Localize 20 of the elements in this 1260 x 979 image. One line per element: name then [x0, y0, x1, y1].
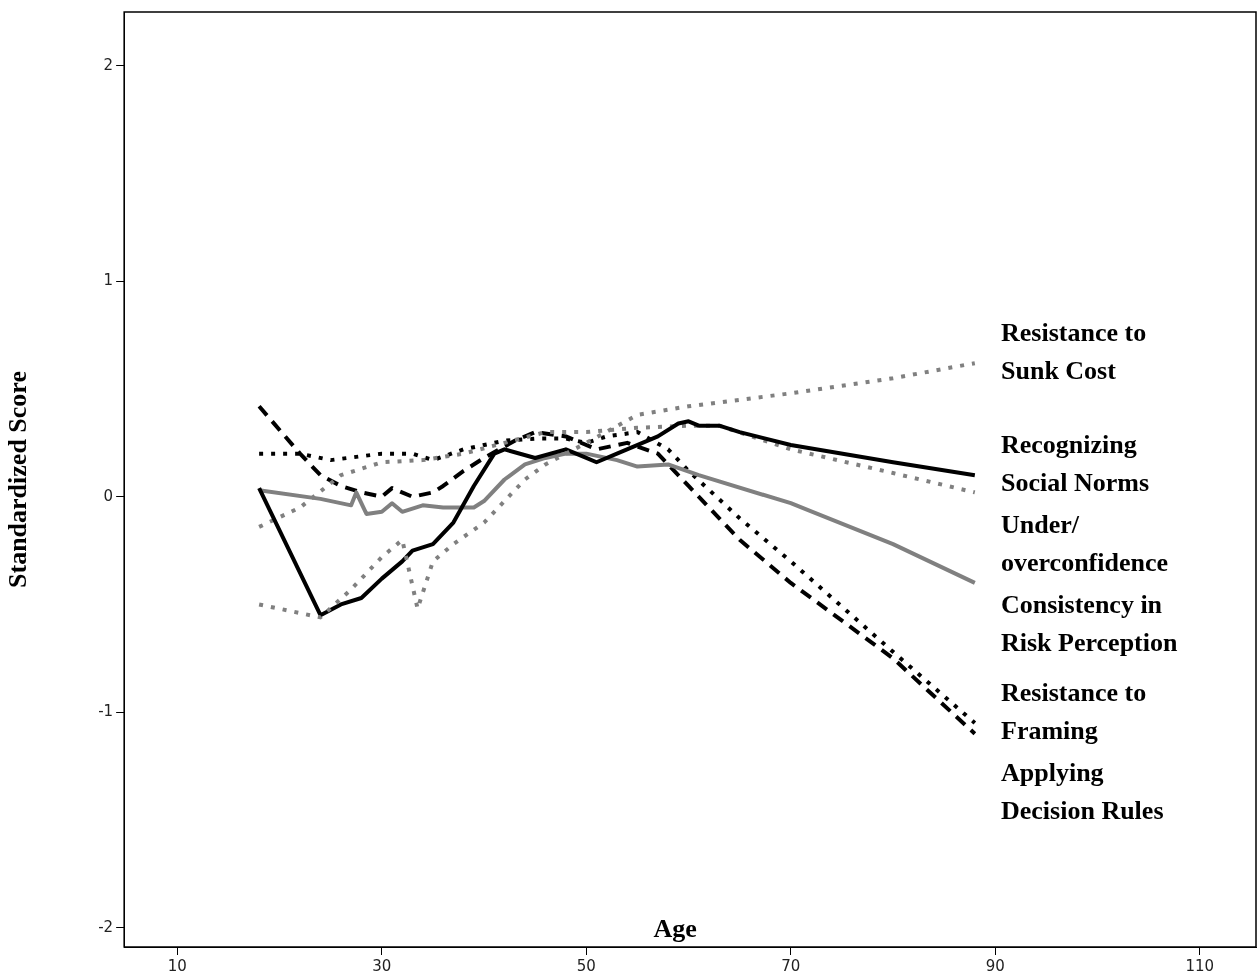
- series-label: Applying Decision Rules: [1001, 757, 1164, 825]
- series-label: Resistance to Framing: [1001, 677, 1147, 745]
- y-tick-label: 1: [103, 271, 114, 290]
- series-label: Recognizing Social Norms: [1001, 429, 1150, 497]
- x-axis-title: Age: [653, 913, 697, 943]
- y-axis-title: Standardized Score: [3, 371, 33, 588]
- series-label: Resistance to Sunk Cost: [1001, 317, 1147, 385]
- y-tick-label: -2: [98, 917, 114, 936]
- y-tick-label: -1: [98, 702, 114, 721]
- series-label: Consistency in Risk Perception: [1001, 589, 1178, 657]
- x-tick-label: 70: [781, 956, 801, 975]
- series-label: Under/ overconfidence: [1001, 509, 1169, 577]
- x-tick-label: 50: [576, 956, 596, 975]
- y-tick-label: 2: [103, 55, 114, 74]
- x-tick-label: 110: [1185, 956, 1215, 975]
- y-tick-label: 0: [103, 486, 114, 505]
- x-tick-label: 10: [167, 956, 187, 975]
- x-tick-label: 90: [985, 956, 1005, 975]
- x-tick-label: 30: [372, 956, 392, 975]
- line-series: [257, 361, 977, 620]
